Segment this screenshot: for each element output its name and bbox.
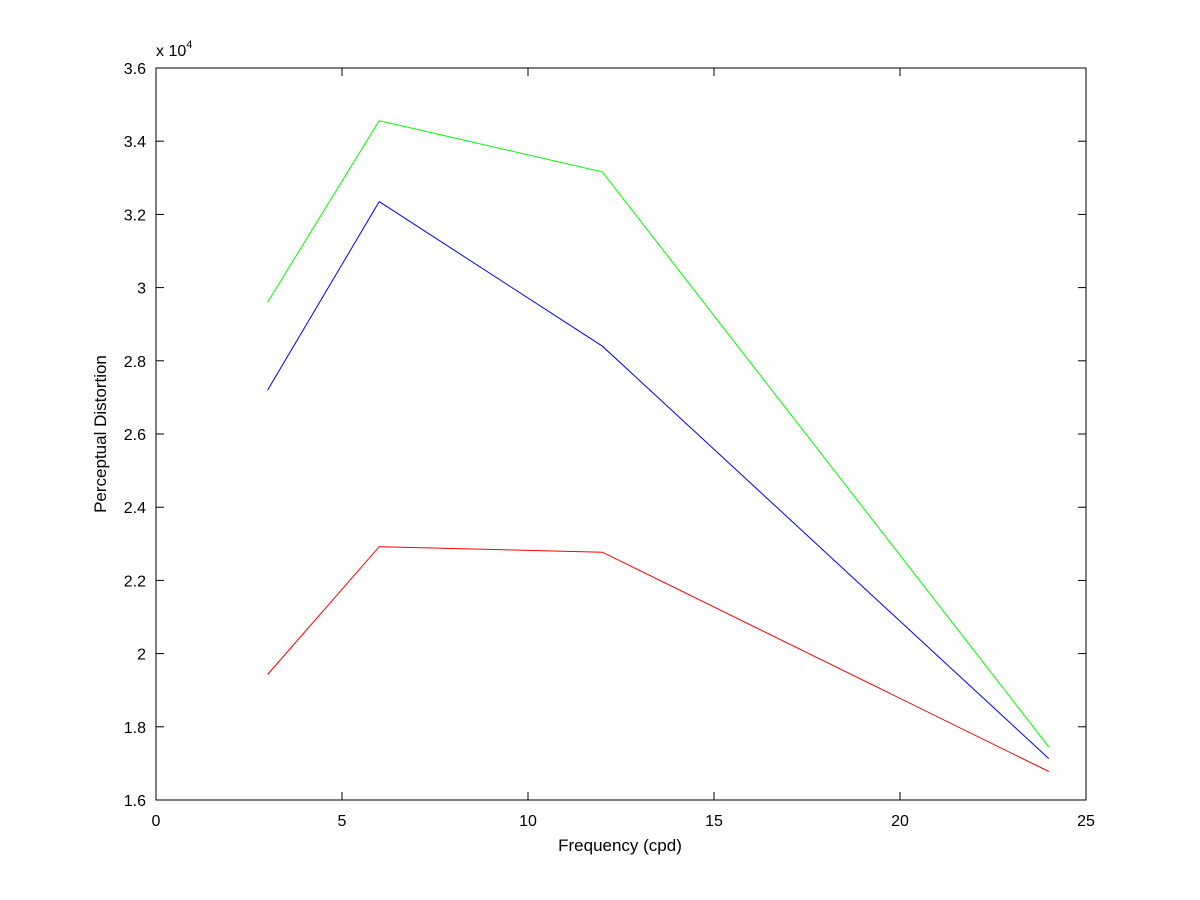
y-tick-label: 2.2 — [124, 573, 146, 590]
series-line-2 — [267, 200, 1050, 759]
y-axis-exponent-power: 4 — [186, 39, 192, 51]
x-axis-label: Frequency (cpd) — [558, 836, 682, 855]
y-tick-label: 3 — [137, 281, 146, 298]
series-line-1 — [267, 120, 1050, 748]
y-tick-label: 2.4 — [124, 500, 146, 517]
y-tick-label: 2 — [137, 647, 146, 664]
series-line-3 — [267, 546, 1050, 772]
y-tick-label: 3.4 — [124, 134, 146, 151]
x-tick-label: 25 — [1077, 813, 1095, 830]
y-axis-label: Perceptual Distortion — [91, 355, 110, 513]
x-tick-label: 20 — [891, 813, 909, 830]
y-tick-label: 2.6 — [124, 427, 146, 444]
y-tick-label: 3.6 — [124, 61, 146, 78]
y-axis-ticks: 1.6 1.8 2 2.2 2.4 2.6 2.8 3 3.2 3.4 3.6 — [124, 61, 1086, 810]
y-axis-exponent: x 104 — [156, 39, 192, 60]
x-tick-label: 10 — [519, 813, 537, 830]
x-tick-label: 5 — [338, 813, 347, 830]
series-lines — [267, 120, 1050, 772]
y-tick-label: 1.8 — [124, 720, 146, 737]
y-axis-exponent-base: x 10 — [156, 43, 186, 60]
y-tick-label: 1.6 — [124, 793, 146, 810]
x-tick-label: 15 — [705, 813, 723, 830]
x-axis-ticks: 0 5 10 15 20 25 — [152, 68, 1095, 830]
y-tick-label: 3.2 — [124, 207, 146, 224]
plot-area — [155, 67, 1087, 801]
x-tick-label: 0 — [152, 813, 161, 830]
y-tick-label: 2.8 — [124, 354, 146, 371]
